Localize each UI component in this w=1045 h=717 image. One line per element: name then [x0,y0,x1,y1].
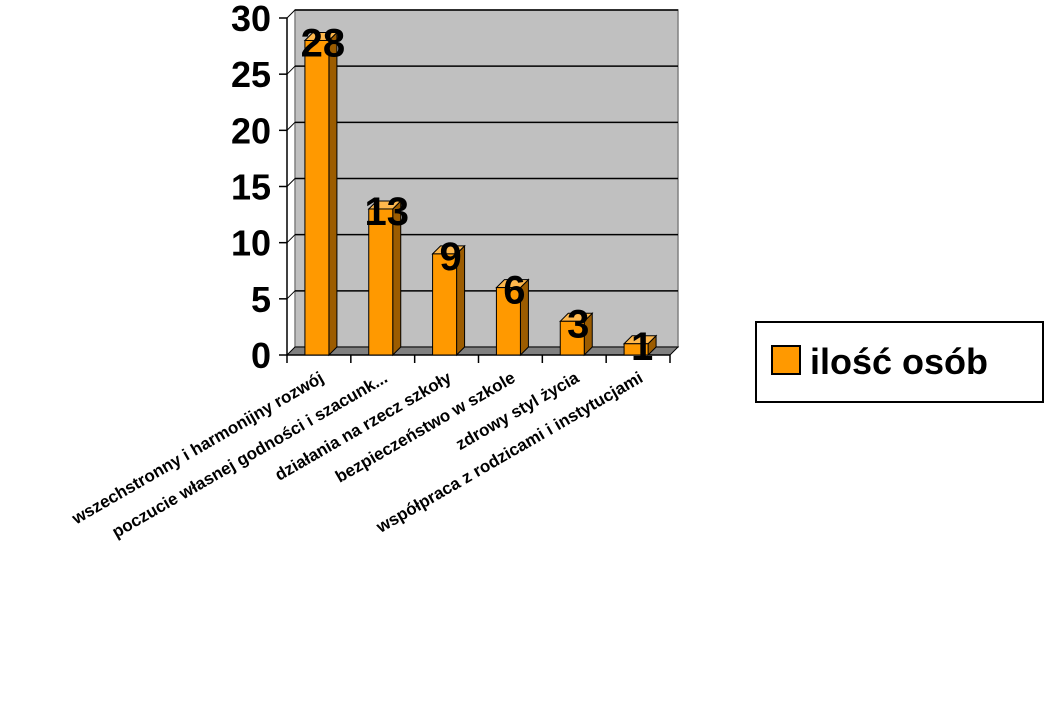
bar-front [304,39,330,356]
data-label: 13 [365,190,410,234]
legend-swatch [771,345,801,375]
gridline-diag [286,178,296,187]
y-tick-label: 10 [231,223,271,264]
bar-front [368,208,394,356]
bar [367,199,402,357]
y-tick-label: 25 [231,54,271,95]
data-label: 28 [301,21,346,65]
legend: ilość osób [755,321,1044,403]
bar-side [328,31,338,357]
gridline-diag [286,234,296,244]
y-tick-label: 5 [251,279,271,320]
bar-front [623,343,649,356]
y-tick-label: 15 [231,167,271,208]
legend-box [755,321,1044,403]
gridline-diag [286,121,296,131]
data-label: 3 [567,302,589,346]
data-label: 1 [631,325,653,369]
bar [303,31,339,357]
data-label: 6 [503,269,525,313]
category-label: wszechstronny i harmonijny rozwój [68,368,327,529]
bar [431,244,466,357]
bar [559,312,594,357]
plot-area [285,9,680,356]
bar-front [432,253,458,356]
category-label: poczucie własnej godności i szacunk... [109,368,391,542]
y-tick-label: 0 [251,335,271,376]
x-axis: wszechstronny i harmonijny rozwójpoczuci… [68,354,671,542]
bar-front [559,320,585,356]
gridline-diag [286,9,296,19]
data-label: 9 [439,235,461,279]
bars [303,31,658,357]
legend-label: ilość osób [810,341,988,382]
plot-floor [285,346,680,356]
bar [622,334,658,357]
y-tick-label: 30 [231,0,271,39]
y-tick-label: 20 [231,110,271,151]
y-axis: 0 5 10 15 20 25 30 [231,0,288,376]
bar [495,278,530,357]
bar-front [495,287,521,356]
gridline-diag [286,65,296,75]
gridline-diag [286,290,296,300]
